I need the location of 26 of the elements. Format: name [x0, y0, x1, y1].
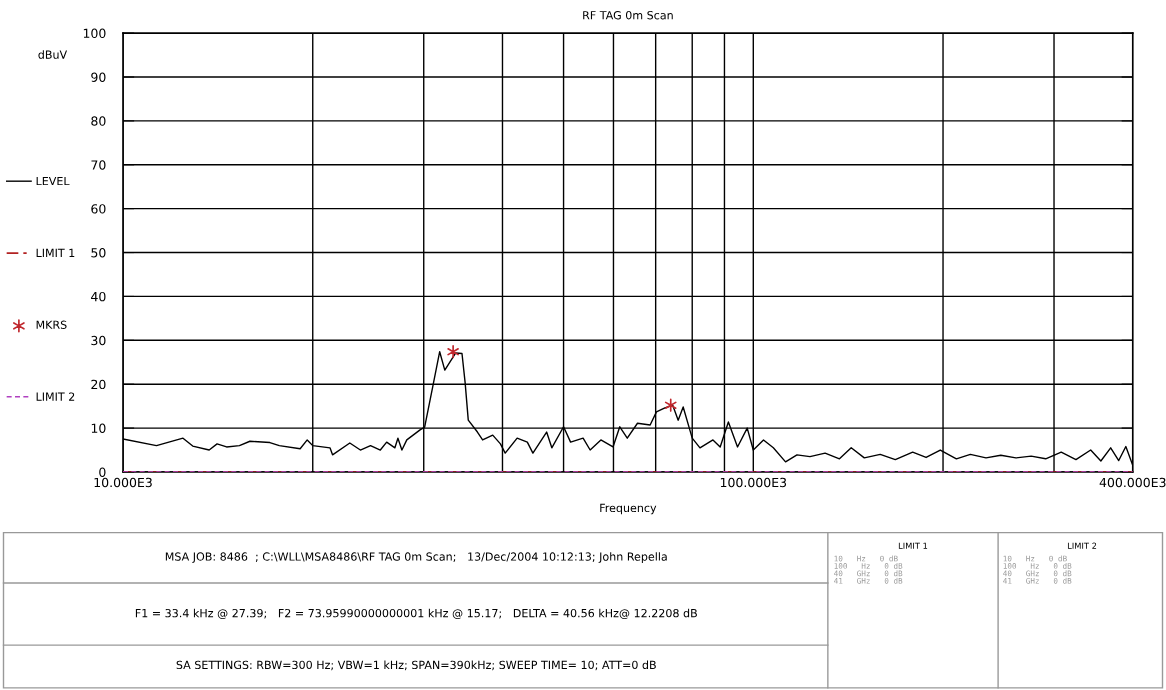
- legend-label: LIMIT 2: [36, 392, 75, 401]
- legend-label: LIMIT 1: [36, 248, 75, 257]
- legend-label: MKRS: [36, 320, 67, 329]
- y-tick-label: 90: [91, 72, 106, 82]
- legend-label: LEVEL: [36, 176, 70, 186]
- text: F1 = 33.4 kHz @ 27.39; F2 = 73.95990000000001 kHz @ 15.17; DELTA = 40.56 kHz@ 12.2208 dB: [135, 608, 697, 620]
- text: LIMIT 1: [898, 542, 928, 549]
- text: LIMIT 2: [1067, 542, 1097, 549]
- y-tick-label: 80: [91, 116, 106, 126]
- y-tick-label: 70: [91, 160, 106, 170]
- y-tick-label: 100: [83, 28, 106, 39]
- y-tick-label: 60: [91, 204, 106, 214]
- y-tick-label: 50: [91, 248, 106, 258]
- y-tick-label: 40: [91, 291, 106, 302]
- text: SA SETTINGS: RBW=300 Hz; VBW=1 kHz; SPAN=390kHz; SWEEP TIME= 10; ATT=0 dB: [176, 660, 656, 671]
- chart-title: RF TAG 0m Scan: [583, 10, 673, 20]
- x-tick-label: 400.000E3: [1099, 477, 1166, 488]
- y-tick-label: 30: [91, 335, 106, 346]
- y-tick-label: 10: [91, 423, 106, 433]
- y-tick-label: 0: [99, 467, 106, 477]
- text: MSA JOB: 8486 ; C:\WLL\MSA8486\RF TAG 0m Scan; 13/Dec/2004 10:12:13; John Repella: [165, 552, 667, 563]
- y-tick-label: 20: [91, 379, 106, 390]
- x-axis-title: Frequency: [600, 503, 657, 515]
- x-tick-label: 100.000E3: [720, 477, 787, 488]
- x-tick-label: 10.000E3: [94, 477, 152, 488]
- y-axis-title: dBuV: [38, 50, 68, 59]
